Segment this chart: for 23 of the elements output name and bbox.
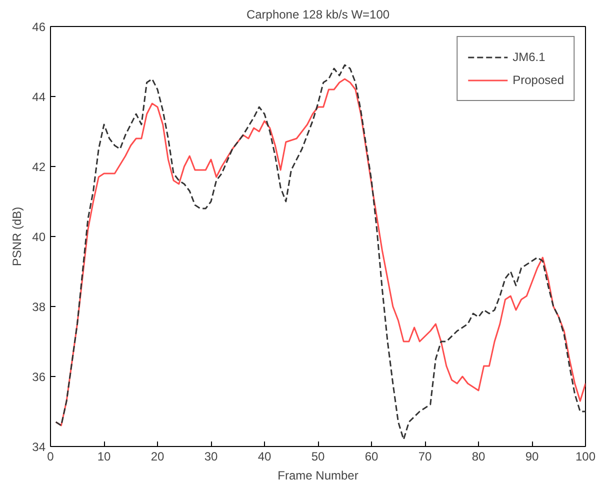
x-axis-title: Frame Number xyxy=(278,468,358,482)
x-tick-label: 60 xyxy=(364,450,378,464)
x-tick-label: 50 xyxy=(311,450,325,464)
x-tick-label: 70 xyxy=(418,450,432,464)
y-tick-label: 46 xyxy=(32,20,46,34)
x-tick-label: 20 xyxy=(150,450,164,464)
y-tick-label: 44 xyxy=(32,90,46,104)
x-tick-label: 10 xyxy=(97,450,111,464)
y-tick-label: 38 xyxy=(32,300,46,314)
x-tick-label: 40 xyxy=(258,450,272,464)
x-tick-label: 0 xyxy=(47,450,54,464)
legend-label: JM6.1 xyxy=(512,50,546,64)
y-tick-label: 36 xyxy=(32,370,46,384)
y-tick-label: 34 xyxy=(32,440,46,454)
chart-title: Carphone 128 kb/s W=100 xyxy=(246,8,390,22)
x-tick-label: 100 xyxy=(575,450,596,464)
y-tick-label: 40 xyxy=(32,230,46,244)
x-tick-label: 80 xyxy=(472,450,486,464)
y-axis-title: PSNR (dB) xyxy=(10,206,24,266)
legend-label: Proposed xyxy=(512,73,564,87)
x-tick-label: 90 xyxy=(525,450,539,464)
x-tick-label: 30 xyxy=(204,450,218,464)
y-tick-label: 42 xyxy=(32,160,46,174)
